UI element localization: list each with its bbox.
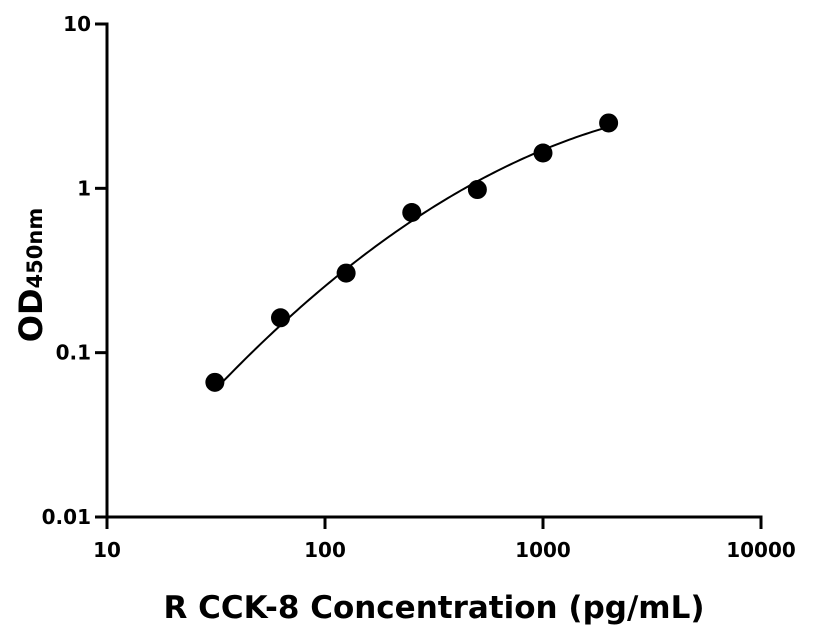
x-axis: 10 100 1000 10000: [93, 515, 796, 562]
y-axis-title: OD450nm: [12, 208, 50, 342]
y-axis-title-main: OD: [12, 288, 50, 342]
data-point: [402, 202, 422, 222]
x-tick-label: 10000: [726, 538, 796, 562]
y-axis: 0.01 0.1 1 10: [42, 12, 109, 529]
data-point: [467, 180, 487, 200]
data-point: [599, 113, 619, 133]
x-tick-label: 10: [93, 538, 121, 562]
data-point: [533, 143, 553, 163]
data-points: [205, 113, 619, 392]
y-tick-label: 0.01: [42, 505, 91, 529]
data-point: [336, 263, 356, 283]
x-axis-title: R CCK-8 Concentration (pg/mL): [163, 590, 704, 626]
x-tick-label: 1000: [515, 538, 571, 562]
y-tick-label: 10: [63, 12, 91, 36]
x-tick-label: 100: [304, 538, 346, 562]
y-tick-label: 0.1: [56, 341, 91, 365]
y-axis-title-subscript: 450nm: [23, 208, 47, 289]
fit-curve-group: [214, 125, 609, 391]
y-tick-label: 1: [77, 176, 91, 200]
data-point: [271, 308, 291, 328]
data-point: [205, 372, 225, 392]
fit-curve: [214, 125, 609, 391]
